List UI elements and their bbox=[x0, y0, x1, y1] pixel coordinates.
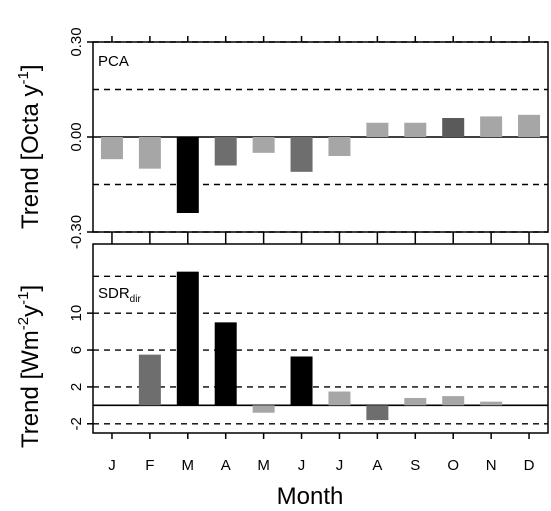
pca-bar-o-9 bbox=[442, 118, 465, 137]
sdr-ylabel-sup1: -2 bbox=[15, 317, 32, 330]
sdr-panel-label: SDRdir bbox=[98, 285, 141, 305]
sdr-ytick-label-0: -2 bbox=[68, 417, 85, 430]
month-label-5: J bbox=[298, 457, 306, 474]
pca-bar-f-1 bbox=[138, 137, 161, 169]
pca-gridlines bbox=[93, 41, 548, 233]
month-label-0: J bbox=[108, 457, 116, 474]
pca-ytick-label-0: -0.30 bbox=[68, 215, 85, 249]
pca-ylabel-close: ] bbox=[17, 64, 44, 71]
pca-x-ticks bbox=[111, 36, 530, 238]
pca-ytick-label-1: 0.00 bbox=[68, 122, 85, 151]
pca-bar-a-7 bbox=[366, 122, 389, 137]
x-axis-title: Month bbox=[277, 483, 344, 510]
pca-bar-j-5 bbox=[290, 137, 313, 172]
sdr-ylabel-mid: y bbox=[17, 305, 44, 317]
pca-bar-a-3 bbox=[214, 137, 237, 166]
sdr-y-ticks: -2 2 6 10 bbox=[68, 305, 93, 430]
month-label-8: S bbox=[410, 457, 420, 474]
pca-bar-m-2 bbox=[176, 137, 199, 213]
sdr-bar-a-7 bbox=[366, 405, 389, 421]
pca-bar-n-10 bbox=[480, 116, 503, 137]
sdr-bar-j-6 bbox=[328, 391, 351, 406]
sdr-bar-m-4 bbox=[252, 405, 275, 413]
pca-panel: -0.30 0.00 0.30 PCA Trend [Octa y-1] bbox=[15, 27, 549, 249]
sdr-x-ticks bbox=[111, 238, 530, 439]
sdr-ytick-label-1: 2 bbox=[68, 383, 85, 391]
pca-panel-label: PCA bbox=[98, 53, 129, 70]
sdr-panel-label-main: SDR bbox=[98, 285, 130, 302]
sdr-bar-n-10 bbox=[480, 401, 503, 406]
sdr-gridlines bbox=[93, 275, 548, 425]
sdr-bar-a-3 bbox=[214, 322, 237, 406]
sdr-plot-frame bbox=[92, 243, 549, 434]
sdr-bar-f-1 bbox=[138, 354, 161, 406]
pca-ytick-label-2: 0.30 bbox=[68, 27, 85, 56]
month-label-1: F bbox=[145, 457, 154, 474]
sdr-panel-label-sub: dir bbox=[130, 294, 142, 305]
month-label-3: A bbox=[221, 457, 231, 474]
pca-bar-m-4 bbox=[252, 137, 275, 153]
sdr-bar-j-5 bbox=[290, 356, 313, 406]
pca-bar-s-8 bbox=[404, 122, 427, 137]
sdr-y-axis-title: Trend [Wm-2y-1] bbox=[15, 285, 44, 448]
pca-ylabel-sup: -1 bbox=[15, 71, 32, 84]
sdr-ytick-label-3: 10 bbox=[68, 305, 85, 322]
month-label-11: D bbox=[524, 457, 535, 474]
pca-y-axis-title: Trend [Octa y-1] bbox=[15, 64, 44, 229]
sdr-bars bbox=[100, 271, 541, 421]
sdr-bar-m-2 bbox=[176, 271, 199, 406]
sdr-bar-o-9 bbox=[442, 396, 465, 406]
sdr-ytick-label-2: 6 bbox=[68, 346, 85, 354]
month-label-2: M bbox=[182, 457, 195, 474]
pca-ylabel-main: Trend [Octa y bbox=[17, 85, 44, 230]
sdr-ylabel-main: Trend [Wm bbox=[17, 330, 44, 448]
pca-bar-j-6 bbox=[328, 137, 351, 156]
sdr-bar-s-8 bbox=[404, 397, 427, 406]
sdr-ylabel-sup2: -1 bbox=[15, 292, 32, 305]
month-label-10: N bbox=[486, 457, 497, 474]
pca-bars bbox=[100, 114, 541, 213]
pca-bar-d-11 bbox=[518, 114, 541, 137]
pca-y-ticks: -0.30 0.00 0.30 bbox=[68, 27, 93, 249]
sdr-ylabel-close: ] bbox=[17, 285, 44, 292]
month-label-9: O bbox=[447, 457, 459, 474]
month-label-7: A bbox=[372, 457, 382, 474]
month-label-4: M bbox=[257, 457, 270, 474]
pca-bar-j-0 bbox=[100, 137, 123, 160]
month-label-6: J bbox=[336, 457, 344, 474]
